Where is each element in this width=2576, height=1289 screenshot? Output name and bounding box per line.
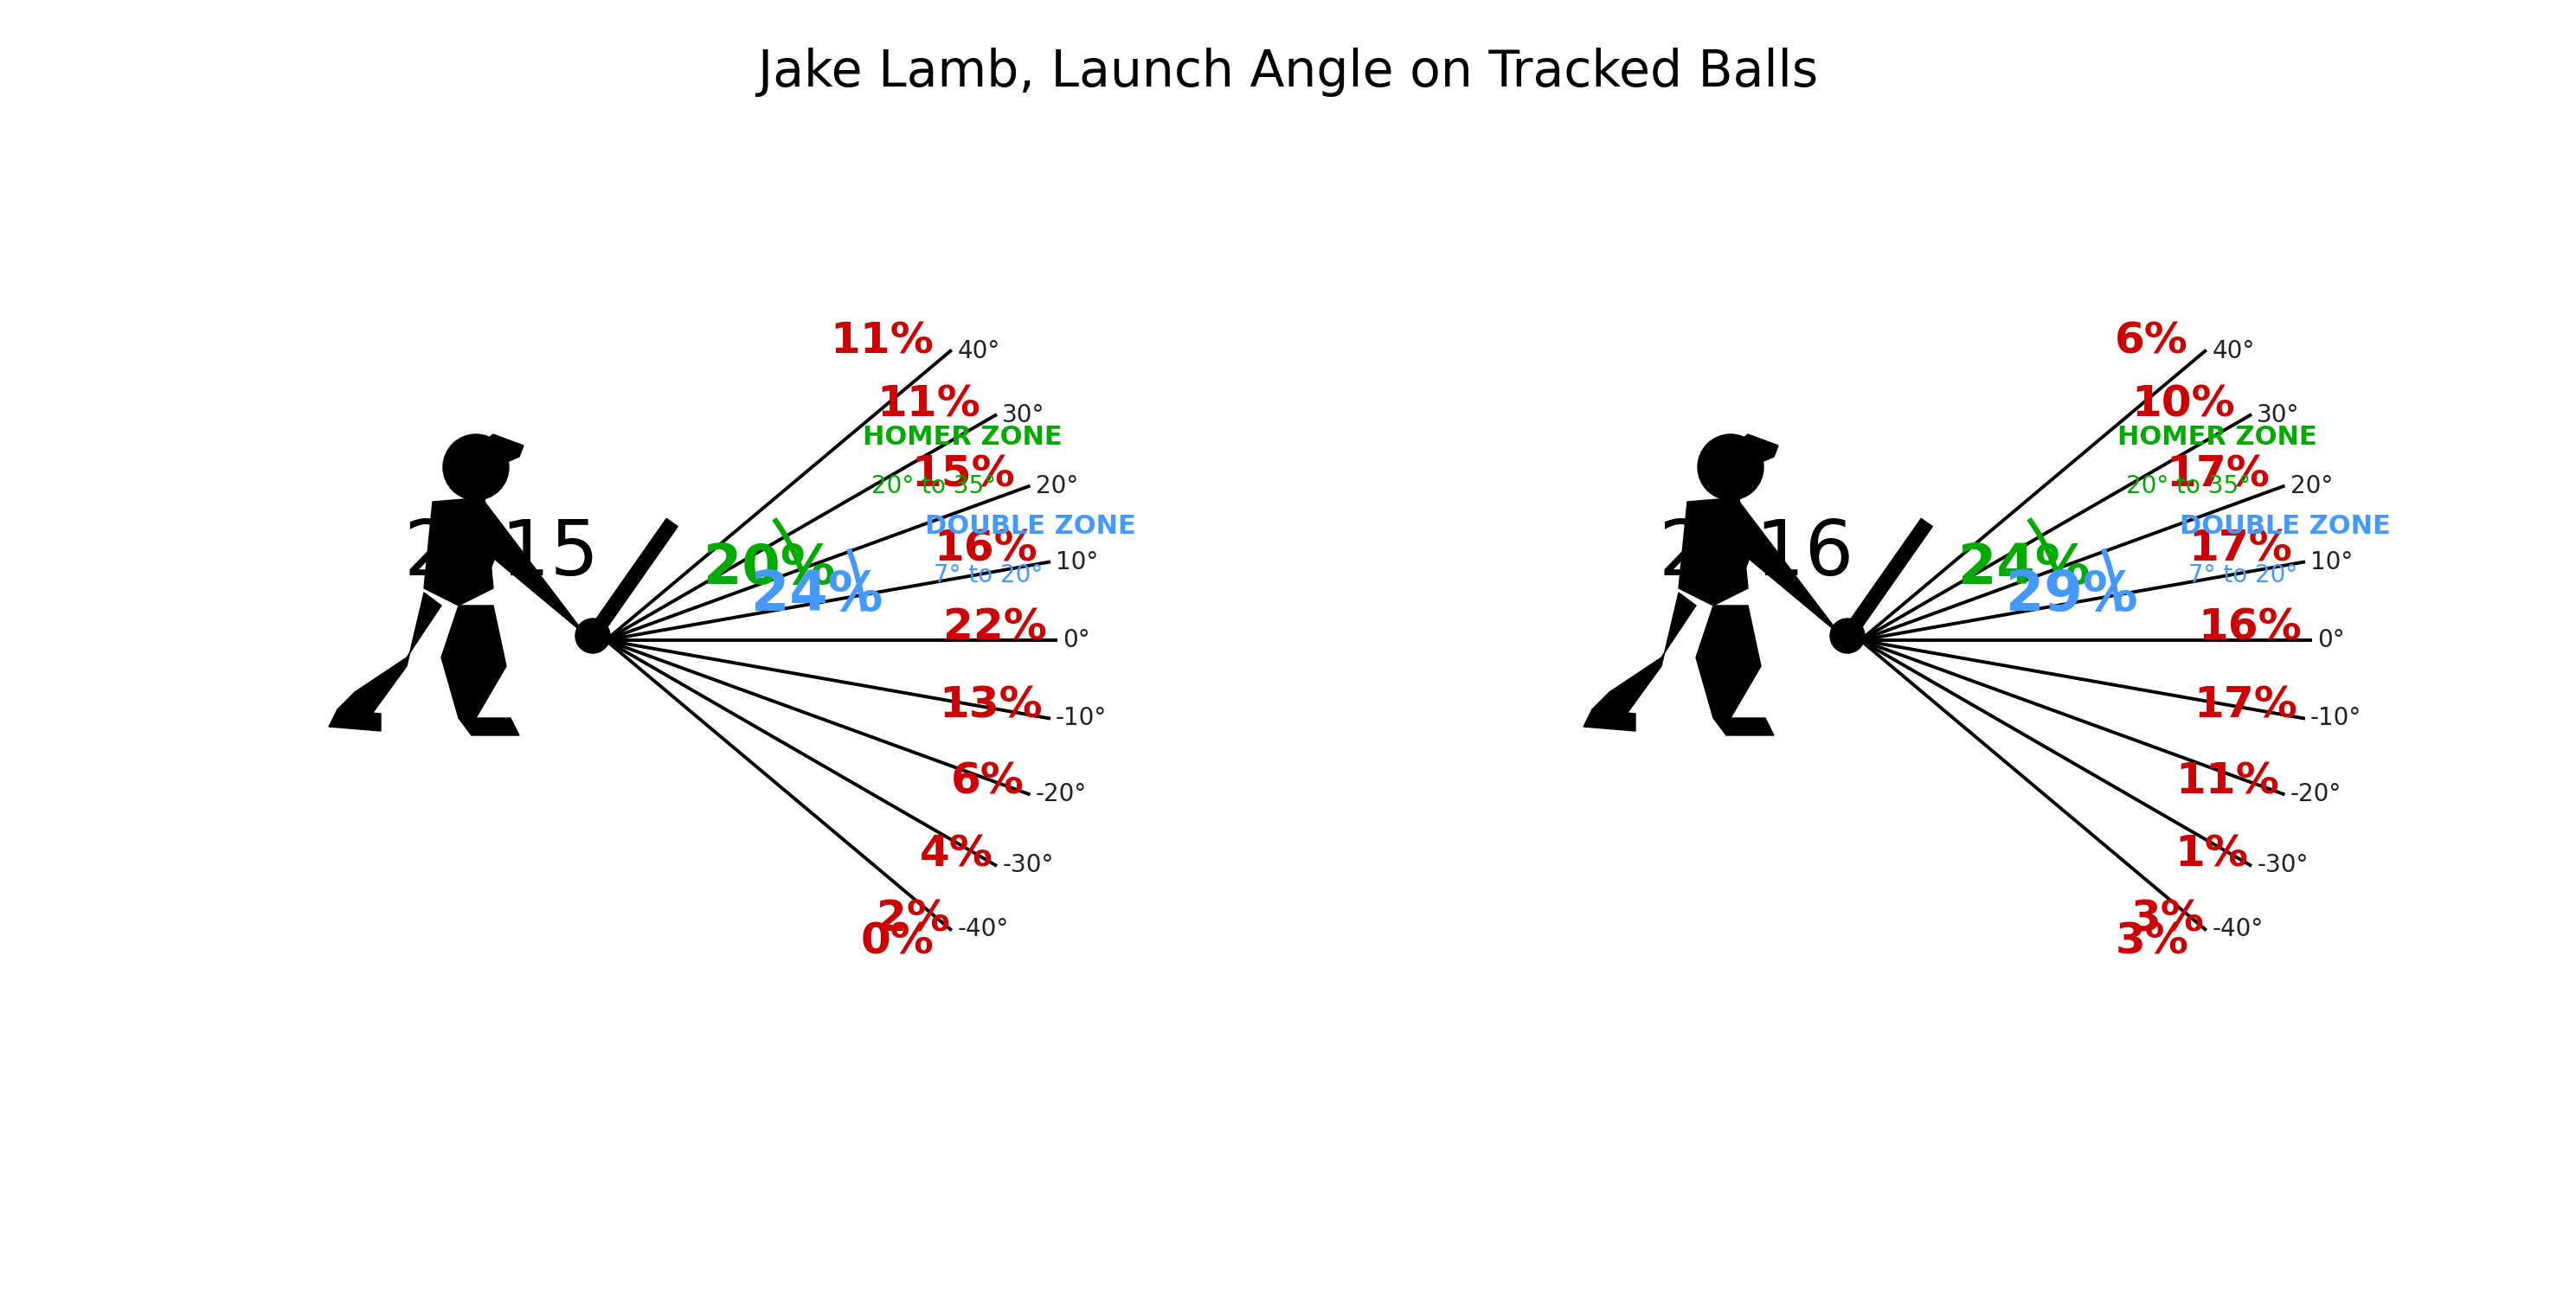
Text: 24%: 24% [1958, 541, 2092, 596]
Text: 29%: 29% [2007, 568, 2138, 623]
Polygon shape [1718, 434, 1777, 472]
Text: 24%: 24% [750, 568, 884, 623]
Polygon shape [1680, 498, 1749, 606]
Text: 17%: 17% [2190, 528, 2293, 570]
Text: -30°: -30° [1002, 853, 1054, 878]
Polygon shape [1687, 501, 1852, 644]
Text: 2%: 2% [876, 898, 951, 940]
Text: 20° to 35°: 20° to 35° [871, 474, 997, 499]
Text: DOUBLE ZONE: DOUBLE ZONE [925, 514, 1136, 539]
Text: 2016: 2016 [1659, 516, 1855, 592]
Text: 0%: 0% [860, 920, 935, 963]
Text: 20°: 20° [2290, 474, 2334, 499]
Text: 10°: 10° [1056, 550, 1097, 574]
Polygon shape [459, 718, 520, 735]
Text: DOUBLE ZONE: DOUBLE ZONE [2179, 514, 2391, 539]
Text: 7° to 20°: 7° to 20° [935, 563, 1043, 588]
Circle shape [1829, 619, 1865, 654]
Text: Jake Lamb, Launch Angle on Tracked Balls: Jake Lamb, Launch Angle on Tracked Balls [757, 48, 1819, 97]
Polygon shape [425, 498, 492, 606]
Text: -40°: -40° [958, 918, 1010, 941]
Text: 13%: 13% [938, 684, 1043, 726]
Text: 17%: 17% [2192, 684, 2298, 726]
Text: -10°: -10° [2311, 706, 2362, 731]
Text: 10%: 10% [2130, 383, 2236, 425]
Text: 3%: 3% [2130, 898, 2205, 940]
Polygon shape [587, 518, 677, 639]
Text: 16%: 16% [935, 528, 1038, 570]
Text: 10°: 10° [2311, 550, 2352, 574]
Polygon shape [337, 593, 440, 714]
Polygon shape [433, 501, 598, 644]
Text: 30°: 30° [2257, 403, 2300, 428]
Text: HOMER ZONE: HOMER ZONE [2117, 425, 2316, 450]
Text: 3%: 3% [2115, 920, 2190, 963]
Text: 40°: 40° [2213, 339, 2254, 363]
Polygon shape [1584, 709, 1636, 731]
Polygon shape [440, 606, 507, 718]
Text: 22%: 22% [943, 606, 1046, 648]
Text: 6%: 6% [951, 761, 1025, 803]
Text: -10°: -10° [1056, 706, 1108, 731]
Polygon shape [464, 434, 523, 472]
Text: 2015: 2015 [404, 516, 600, 592]
Text: -20°: -20° [2290, 782, 2342, 806]
Text: -30°: -30° [2257, 853, 2308, 878]
Polygon shape [1713, 718, 1775, 735]
Text: -20°: -20° [1036, 782, 1087, 806]
Circle shape [443, 434, 510, 500]
Text: 7° to 20°: 7° to 20° [2190, 563, 2298, 588]
Text: 20%: 20% [703, 541, 835, 596]
Text: 20° to 35°: 20° to 35° [2125, 474, 2251, 499]
Polygon shape [330, 709, 381, 731]
Circle shape [574, 619, 611, 654]
Text: 15%: 15% [912, 454, 1015, 495]
Text: -40°: -40° [2213, 918, 2264, 941]
Text: 40°: 40° [958, 339, 999, 363]
Polygon shape [1842, 518, 1932, 639]
Polygon shape [1592, 593, 1695, 714]
Text: 0°: 0° [2318, 628, 2344, 652]
Text: 17%: 17% [2166, 454, 2269, 495]
Text: 4%: 4% [920, 833, 994, 875]
Text: 16%: 16% [2197, 606, 2303, 648]
Text: 1%: 1% [2174, 833, 2249, 875]
Text: 11%: 11% [876, 383, 981, 425]
Polygon shape [1695, 606, 1762, 718]
Text: 11%: 11% [829, 320, 933, 362]
Text: 30°: 30° [1002, 403, 1046, 428]
Text: 6%: 6% [2115, 320, 2187, 362]
Text: 20°: 20° [1036, 474, 1079, 499]
Text: 11%: 11% [2174, 761, 2280, 803]
Circle shape [1698, 434, 1765, 500]
Text: HOMER ZONE: HOMER ZONE [863, 425, 1061, 450]
Text: 0°: 0° [1061, 628, 1090, 652]
